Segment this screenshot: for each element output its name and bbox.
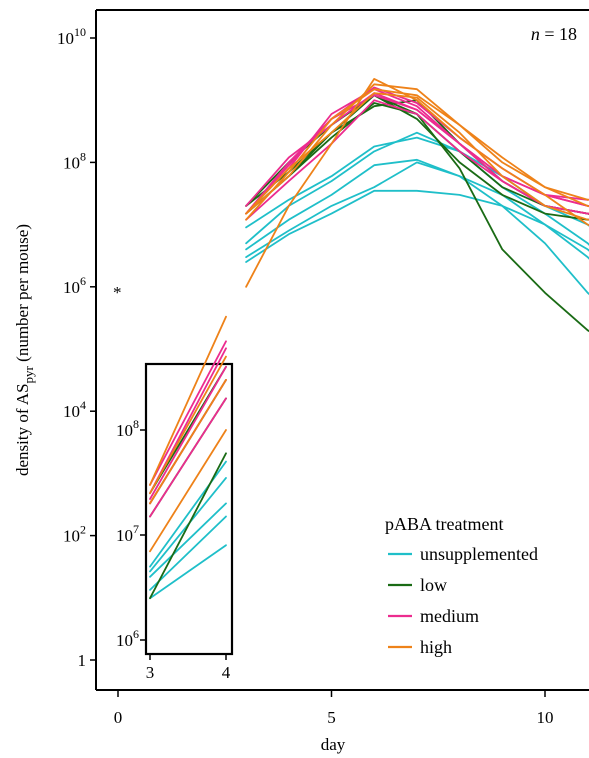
inset-line-low-1 (149, 452, 227, 600)
inset-series-lines (149, 315, 227, 600)
series-line-low-4 (245, 94, 589, 221)
series-line-unsupplemented-1 (245, 161, 589, 296)
y-tick-label-exponent: 8 (80, 149, 86, 163)
y-tick-label-exponent: 4 (80, 398, 86, 412)
main-extras: * (113, 283, 122, 302)
inset-line-unsupplemented-1 (149, 544, 227, 600)
series-line-unsupplemented-5 (245, 136, 589, 229)
y-tick-label-base: 10 (63, 402, 80, 421)
x-axis-title: day (321, 735, 346, 754)
y-tick-label-exponent: 2 (80, 523, 86, 537)
legend-label-medium: medium (420, 606, 479, 626)
inset-line-medium-1 (149, 397, 227, 518)
inset-x-tick-label-1: 3 (146, 663, 155, 682)
y-tick-label-5: 108 (63, 149, 86, 172)
series-line-low-3 (245, 99, 589, 215)
inset-y-tick-label-3: 108 (116, 417, 139, 440)
series-line-medium-2 (245, 88, 589, 215)
inset-y-tick-label-exponent: 6 (133, 627, 139, 641)
main-series-lines (245, 78, 589, 333)
inset-line-medium-5 (149, 340, 227, 486)
legend-label-low: low (420, 575, 447, 595)
inset-line-medium-3 (149, 365, 227, 500)
y-tick-label-3: 104 (63, 398, 86, 421)
inset-y-tick-label-exponent: 8 (133, 417, 139, 431)
series-line-high-4 (245, 88, 589, 221)
y-axis-title-subscript: pyr (21, 365, 36, 383)
series-line-high-2 (245, 83, 589, 215)
asterisk-marker: * (113, 283, 122, 302)
y-axis-title-suffix: (number per mouse) (13, 224, 32, 366)
y-tick-label-2: 102 (63, 523, 86, 546)
inset-line-unsupplemented-3 (149, 502, 227, 578)
y-tick-label-exponent: 10 (74, 25, 86, 39)
series-line-medium-3 (245, 92, 589, 207)
series-line-high-1 (245, 78, 589, 288)
inset-y-tick-label-2: 107 (116, 522, 139, 545)
inset-y-tick-label-exponent: 7 (133, 522, 139, 536)
inset-line-unsupplemented-2 (149, 515, 227, 591)
legend: pABA treatment unsupplemented low medium hi… (385, 514, 538, 657)
y-tick-label-1: 1 (78, 651, 87, 670)
y-tick-label-base: 10 (57, 29, 74, 48)
y-tick-label-6: 1010 (57, 25, 86, 48)
inset-y-tick-label-base: 10 (116, 421, 133, 440)
sample-size-annotation: n = 18 (531, 24, 577, 44)
x-tick-label-3: 10 (537, 708, 554, 727)
y-tick-label-4: 106 (63, 274, 86, 297)
inset-y-tick-label-base: 10 (116, 526, 133, 545)
series-line-high-3 (245, 92, 589, 221)
legend-label-high: high (420, 637, 452, 657)
series-line-medium-5 (245, 86, 589, 215)
sample-size-symbol: n (531, 24, 540, 44)
legend-items: unsupplemented low medium high (388, 544, 538, 657)
y-axis-title: density of ASpyr (number per mouse) (13, 224, 36, 476)
series-line-unsupplemented-3 (245, 189, 589, 263)
inset-line-high-2 (149, 378, 227, 505)
y-tick-label-exponent: 6 (80, 274, 86, 288)
legend-title: pABA treatment (385, 514, 503, 534)
x-tick-label-2: 5 (327, 708, 336, 727)
y-tick-label-base: 10 (63, 278, 80, 297)
y-tick-label-base: 10 (63, 527, 80, 546)
inset-line-high-3 (149, 355, 227, 495)
y-tick-label-base: 10 (63, 153, 80, 172)
y-axis-title-prefix: density of AS (13, 383, 32, 476)
inset-x-tick-label-2: 4 (222, 663, 231, 682)
inset-y-tick-label-1: 106 (116, 627, 139, 650)
series-line-medium-4 (245, 94, 589, 215)
sample-size-value: = 18 (540, 24, 577, 44)
x-axis-ticks: 05101520 (114, 690, 554, 727)
series-line-medium-1 (245, 99, 589, 221)
inset-line-high-4 (149, 315, 227, 486)
inset-line-high-1 (149, 429, 227, 553)
y-tick-label-base: 1 (78, 651, 87, 670)
series-line-unsupplemented-2 (245, 131, 589, 246)
legend-label-unsupplemented: unsupplemented (420, 544, 538, 564)
x-tick-label-1: 0 (114, 708, 123, 727)
series-line-low-1 (245, 102, 589, 215)
inset-y-tick-label-base: 10 (116, 631, 133, 650)
